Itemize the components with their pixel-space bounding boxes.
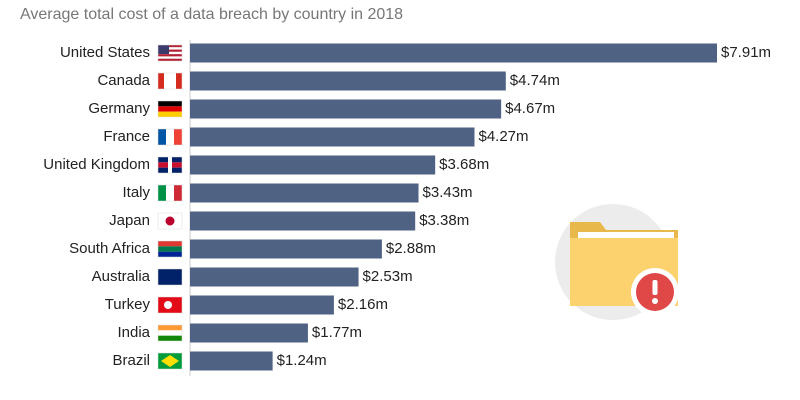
category-label: Australia bbox=[92, 268, 151, 285]
value-label: $4.67m bbox=[505, 100, 555, 117]
bar bbox=[190, 183, 419, 203]
flag-stripe bbox=[158, 106, 182, 112]
flag bbox=[157, 352, 183, 370]
flag bbox=[157, 296, 183, 314]
category-label: Brazil bbox=[112, 352, 150, 369]
flag-stripe bbox=[158, 56, 182, 59]
flag-stripe bbox=[164, 73, 170, 89]
bar bbox=[190, 127, 475, 147]
value-label: $7.91m bbox=[721, 44, 771, 61]
flag-stripe bbox=[174, 185, 182, 201]
flag-stripe bbox=[176, 73, 182, 89]
category-label: India bbox=[117, 324, 150, 341]
folder-icon bbox=[555, 204, 679, 320]
value-label: $3.43m bbox=[423, 184, 473, 201]
category-label: Turkey bbox=[105, 296, 151, 313]
category-label: United Kingdom bbox=[43, 156, 150, 173]
flag-stripe bbox=[158, 325, 182, 331]
flag-border bbox=[157, 352, 183, 370]
flag-border bbox=[157, 100, 183, 118]
value-label: $1.24m bbox=[277, 352, 327, 369]
flag-stripe bbox=[158, 129, 166, 145]
flag-stripe bbox=[158, 335, 182, 341]
bar bbox=[190, 295, 334, 315]
flag-cross bbox=[168, 157, 172, 173]
flag-stripe bbox=[158, 45, 182, 48]
chart-subtitle: Average total cost of a data breach by c… bbox=[20, 6, 403, 23]
flag-stripe bbox=[158, 185, 166, 201]
bar bbox=[190, 267, 359, 287]
category-label: United States bbox=[60, 44, 150, 61]
flag-stripe bbox=[158, 47, 182, 50]
flag-stripe bbox=[158, 58, 182, 61]
flag bbox=[157, 184, 183, 202]
flag-border bbox=[157, 212, 183, 230]
category-label: South Africa bbox=[69, 240, 151, 257]
flag bbox=[157, 324, 183, 342]
flag bbox=[157, 128, 183, 146]
value-label: $3.38m bbox=[419, 212, 469, 229]
flag-stripe bbox=[158, 73, 164, 89]
category-label: Germany bbox=[88, 100, 150, 117]
bar bbox=[190, 99, 502, 119]
flag-border bbox=[157, 72, 183, 90]
flag-stripe bbox=[158, 54, 182, 57]
bar bbox=[190, 351, 273, 371]
flag-stripe bbox=[158, 269, 182, 285]
flag-border bbox=[157, 268, 183, 286]
flag-stripe bbox=[158, 241, 182, 247]
flag-stripe bbox=[158, 111, 182, 117]
flag-stripe bbox=[158, 251, 182, 257]
flag-stripe bbox=[158, 246, 182, 252]
category-label: Italy bbox=[122, 184, 150, 201]
category-label: Canada bbox=[97, 72, 150, 89]
flag-border bbox=[157, 184, 183, 202]
bar bbox=[190, 239, 382, 259]
flag-border bbox=[157, 324, 183, 342]
flag-disc bbox=[165, 216, 175, 226]
flag bbox=[157, 156, 183, 174]
flag-stripe bbox=[158, 49, 182, 52]
flag-stripe bbox=[170, 73, 176, 89]
value-label: $2.16m bbox=[338, 296, 388, 313]
flag bbox=[157, 240, 183, 258]
flag-stripe bbox=[158, 330, 182, 336]
flag-canton bbox=[158, 45, 169, 54]
bar bbox=[190, 71, 506, 91]
value-label: $4.27m bbox=[478, 128, 528, 145]
value-label: $3.68m bbox=[439, 156, 489, 173]
flag bbox=[157, 268, 183, 286]
flag bbox=[157, 44, 183, 62]
flag bbox=[157, 72, 183, 90]
value-label: $1.77m bbox=[312, 324, 362, 341]
flag bbox=[157, 100, 183, 118]
flag-border bbox=[157, 240, 183, 258]
flag-border bbox=[157, 296, 183, 314]
flag-border bbox=[157, 128, 183, 146]
value-label: $2.53m bbox=[363, 268, 413, 285]
flag-moon bbox=[164, 301, 172, 309]
bar bbox=[190, 43, 717, 63]
flag-stripe bbox=[166, 185, 174, 201]
flag-diamond bbox=[161, 355, 179, 367]
flag-border bbox=[157, 156, 183, 174]
flag bbox=[157, 212, 183, 230]
flag-stripe bbox=[174, 129, 182, 145]
value-label: $4.74m bbox=[510, 72, 560, 89]
flag-stripe bbox=[158, 101, 182, 107]
bar bbox=[190, 323, 308, 343]
flag-border bbox=[157, 44, 183, 62]
flag-stripe bbox=[158, 51, 182, 55]
category-label: Japan bbox=[109, 212, 150, 229]
category-label: France bbox=[103, 128, 150, 145]
value-label: $2.88m bbox=[386, 240, 436, 257]
bar bbox=[190, 211, 416, 231]
flag-stripe bbox=[166, 129, 174, 145]
bar bbox=[190, 155, 436, 175]
